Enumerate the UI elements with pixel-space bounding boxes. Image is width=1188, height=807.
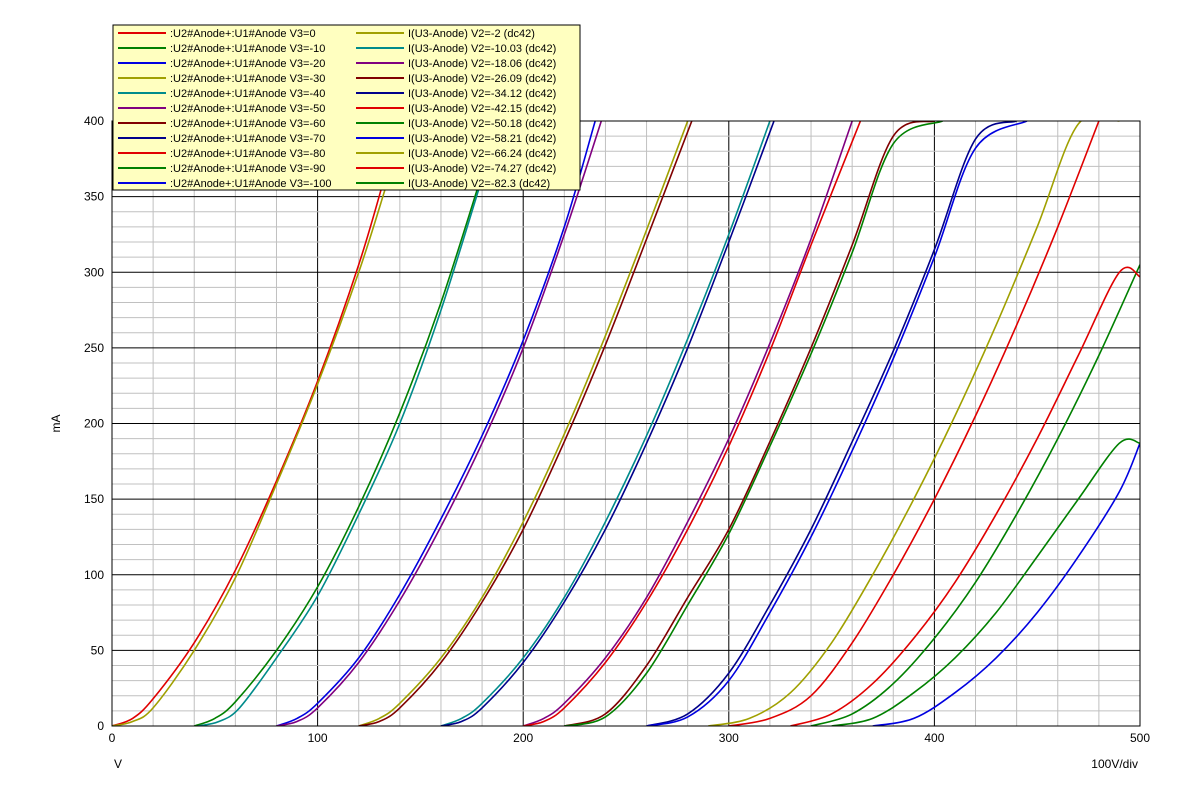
legend-entry: I(U3-Anode) V2=-74.27 (dc42) [408,163,556,175]
y-tick-label: 150 [84,492,104,506]
y-tick-label: 50 [91,643,105,657]
series-line-10 [872,442,1140,726]
legend-entry: :U2#Anode+:U1#Anode V3=-20 [170,58,325,70]
legend-entry: I(U3-Anode) V2=-42.15 (dc42) [408,103,556,115]
series-curves [112,121,1140,726]
series-line-17 [564,121,943,726]
x-tick-label: 400 [924,731,944,745]
legend-entry: :U2#Anode+:U1#Anode V3=0 [170,28,316,40]
series-line-11 [112,181,389,726]
y-tick-label: 0 [97,719,104,733]
series-line-18 [646,121,1028,726]
legend-entry: I(U3-Anode) V2=-50.18 (dc42) [408,118,556,130]
series-line-3 [358,121,689,726]
legend-entry: :U2#Anode+:U1#Anode V3=-30 [170,73,325,85]
legend-entry: :U2#Anode+:U1#Anode V3=-100 [170,178,331,190]
x-tick-labels: 0 100 200 300 400 500 [109,731,1151,745]
series-line-12 [198,178,483,726]
series-line-7 [646,121,1017,726]
y-tick-label: 200 [84,417,104,431]
legend: :U2#Anode+:U1#Anode V3=0 :U2#Anode+:U1#An… [112,24,581,191]
legend-entry: I(U3-Anode) V2=-26.09 (dc42) [408,73,556,85]
legend-entry: I(U3-Anode) V2=-82.3 (dc42) [408,178,550,190]
plot-border [111,120,1141,727]
legend-entry: :U2#Anode+:U1#Anode V3=-10 [170,43,325,55]
x-tick-label: 500 [1130,731,1150,745]
y-tick-label: 400 [84,114,104,128]
y-tick-label: 100 [84,568,104,582]
x-tick-label: 200 [513,731,533,745]
y-tick-label: 350 [84,190,104,204]
y-axis-label: mA [49,415,63,433]
series-line-19 [708,121,1120,726]
x-scale-note: 100V/div [1091,757,1138,771]
legend-entry: :U2#Anode+:U1#Anode V3=-80 [170,148,325,160]
grid [111,120,1141,727]
legend-entry: :U2#Anode+:U1#Anode V3=-70 [170,133,325,145]
series-line-2 [276,121,596,726]
legend-entry: :U2#Anode+:U1#Anode V3=-60 [170,118,325,130]
series-line-14 [358,121,693,726]
legend-entry: :U2#Anode+:U1#Anode V3=-50 [170,103,325,115]
series-line-6 [564,121,935,726]
legend-entry: :U2#Anode+:U1#Anode V3=-90 [170,163,325,175]
series-line-4 [440,121,771,726]
series-line-13 [276,121,603,726]
series-line-21 [831,438,1140,726]
series-line-1 [193,173,483,726]
series-line-15 [440,121,775,726]
legend-entry: :U2#Anode+:U1#Anode V3=-40 [170,88,325,100]
x-axis-label: V [114,757,122,771]
series-line-5 [522,121,853,726]
x-tick-label: 300 [719,731,739,745]
x-tick-label: 100 [308,731,328,745]
legend-entry: I(U3-Anode) V2=-34.12 (dc42) [408,88,556,100]
legend-entry: I(U3-Anode) V2=-2 (dc42) [408,28,535,40]
y-tick-labels: 0 50 100 150 200 250 300 350 400 [84,114,104,733]
series-line-0 [112,181,385,726]
series-line-8 [728,121,1100,726]
legend-entry: I(U3-Anode) V2=-18.06 (dc42) [408,58,556,70]
legend-box [112,24,581,191]
series-line-16 [523,121,862,726]
y-tick-label: 250 [84,341,104,355]
series-line-20 [790,266,1140,726]
series-line-9 [810,264,1140,726]
x-tick-label: 0 [109,731,116,745]
legend-entry: I(U3-Anode) V2=-58.21 (dc42) [408,133,556,145]
legend-entry: I(U3-Anode) V2=-10.03 (dc42) [408,43,556,55]
y-tick-label: 300 [84,265,104,279]
plot-frame [111,120,1141,727]
legend-entry: I(U3-Anode) V2=-66.24 (dc42) [408,148,556,160]
